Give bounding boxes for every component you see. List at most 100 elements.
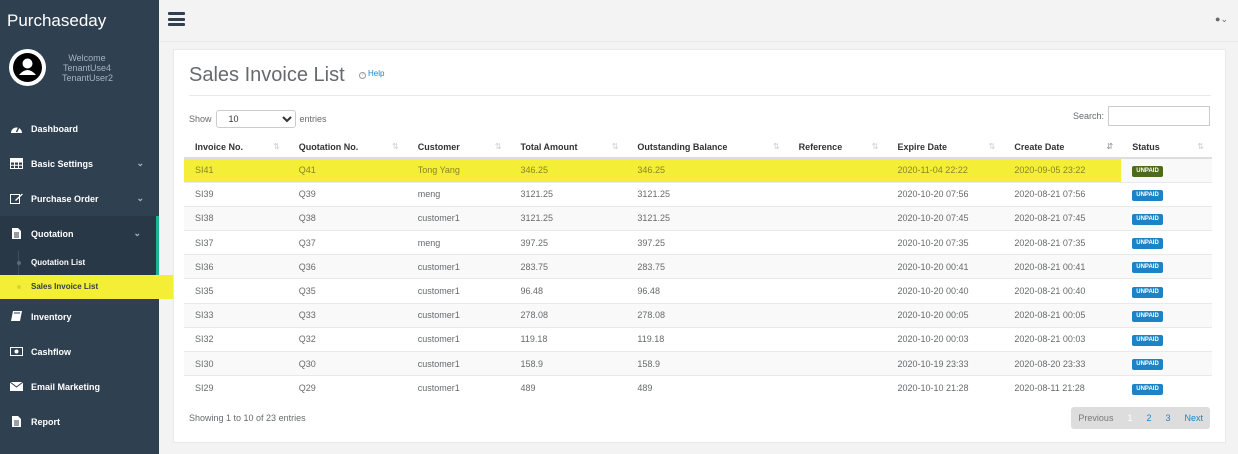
- table-row[interactable]: SI30 Q30 customer1 158.9 158.9 2020-10-19 23:…: [184, 350, 1212, 376]
- column-header[interactable]: Create Date ⇵: [1003, 136, 1122, 159]
- edit-icon: [10, 193, 23, 204]
- page-button-2[interactable]: 2: [1146, 413, 1152, 423]
- sidebar-subitem-sales-invoice-list[interactable]: Sales Invoice List: [0, 275, 173, 299]
- status-badge: UNPAID: [1132, 189, 1163, 201]
- table-row[interactable]: SI41 Q41 Tong Yang 346.25 346.25 2020-11-04 2…: [184, 157, 1212, 183]
- sidebar-subitem-label: Quotation List: [31, 258, 86, 267]
- table-cell: Q33: [287, 302, 407, 328]
- show-label: Show: [189, 114, 212, 124]
- column-header-label: Status: [1132, 141, 1160, 152]
- sidebar-item-quotation[interactable]: Quotation ⌄: [0, 216, 159, 251]
- sidebar-nav-lower: Inventory Cashflow Email Marketing Repor…: [0, 299, 159, 439]
- sidebar-item-inventory[interactable]: Inventory: [0, 299, 159, 334]
- search-input[interactable]: [1108, 106, 1210, 126]
- chevron-down-icon: ⌄: [133, 228, 141, 238]
- table-cell: Q39: [287, 181, 407, 207]
- table-cell: [787, 157, 887, 183]
- user-menu-dropdown[interactable]: ●⌄: [1215, 14, 1228, 25]
- table-cell: 2020-08-11 21:28: [1003, 375, 1122, 400]
- sidebar-item-label: Basic Settings: [31, 158, 94, 169]
- sidebar-item-dashboard[interactable]: Dashboard: [0, 111, 159, 146]
- page-button-1[interactable]: 1: [1127, 413, 1133, 423]
- table-cell: [787, 230, 887, 255]
- table-cell: Q37: [287, 230, 407, 255]
- table-cell: 346.25: [626, 157, 788, 183]
- next-page-button[interactable]: Next: [1184, 413, 1203, 423]
- table-cell: UNPAID: [1121, 326, 1212, 352]
- chevron-down-icon: ⌄: [136, 158, 144, 168]
- sidebar-item-label: Purchase Order: [31, 193, 99, 204]
- table-row[interactable]: SI35 Q35 customer1 96.48 96.48 2020-10-20 00:…: [184, 278, 1212, 304]
- content-panel: Sales Invoice List ? Help Show 10 entries…: [173, 49, 1226, 443]
- table-cell: [787, 326, 887, 352]
- column-header[interactable]: Quotation No. ⇅: [287, 136, 407, 159]
- sidebar-item-report[interactable]: Report: [0, 404, 159, 439]
- sidebar-item-label: Inventory: [31, 311, 72, 322]
- username-line1: TenantUse4: [62, 63, 112, 73]
- top-bar: ●⌄: [159, 0, 1238, 42]
- table-cell: 2020-10-19 23:33: [886, 350, 1004, 376]
- table-cell: [787, 278, 887, 304]
- previous-page-button[interactable]: Previous: [1078, 413, 1114, 423]
- column-header[interactable]: Outstanding Balance ⇅: [626, 136, 788, 159]
- page-button-3[interactable]: 3: [1165, 413, 1171, 423]
- table-row[interactable]: SI36 Q36 customer1 283.75 283.75 2020-10-20 0…: [184, 254, 1212, 279]
- table-row[interactable]: SI29 Q29 customer1 489 489 2020-10-10 21:28 20…: [184, 375, 1212, 400]
- brand-logo[interactable]: Purchaseday: [0, 0, 159, 42]
- status-badge: UNPAID: [1132, 359, 1163, 371]
- quotation-submenu: Quotation List Sales Invoice List: [0, 251, 173, 299]
- column-header[interactable]: Customer ⇅: [406, 136, 510, 159]
- column-header[interactable]: Reference ⇅: [787, 136, 887, 159]
- table-row[interactable]: SI39 Q39 meng 3121.25 3121.25 2020-10-20 07:5…: [184, 181, 1212, 207]
- table-row[interactable]: SI37 Q37 meng 397.25 397.25 2020-10-20 07:35 2…: [184, 230, 1212, 255]
- sidebar-item-purchase-order[interactable]: Purchase Order ⌄: [0, 181, 159, 216]
- sort-icon: ⇵: [1106, 142, 1114, 151]
- table-cell: 2020-08-21 07:45: [1003, 205, 1122, 231]
- table-cell: 346.25: [509, 157, 627, 183]
- table-cell: 3121.25: [509, 181, 627, 207]
- welcome-text: Welcome TenantUse4 TenantUser2: [62, 53, 113, 83]
- sidebar-subitem-quotation-list[interactable]: Quotation List: [0, 251, 156, 275]
- sort-icon: ⇅: [772, 142, 780, 151]
- table-cell: SI35: [184, 278, 288, 304]
- help-link[interactable]: ? Help: [359, 69, 384, 79]
- table-row[interactable]: SI32 Q32 customer1 119.18 119.18 2020-10-20 0…: [184, 326, 1212, 352]
- table-row[interactable]: SI33 Q33 customer1 278.08 278.08 2020-10-20 0…: [184, 302, 1212, 328]
- entries-select[interactable]: 10: [215, 110, 296, 128]
- table-cell: UNPAID: [1121, 230, 1212, 255]
- table-row[interactable]: SI38 Q38 customer1 3121.25 3121.25 2020-10-20…: [184, 205, 1212, 231]
- sidebar-item-basic-settings[interactable]: Basic Settings ⌄: [0, 146, 159, 181]
- column-header[interactable]: Expire Date ⇅: [886, 136, 1004, 159]
- table-cell: Q41: [287, 157, 407, 183]
- menu-toggle-icon[interactable]: [168, 12, 185, 26]
- column-header[interactable]: Invoice No. ⇅: [184, 136, 288, 159]
- table-cell: 283.75: [509, 254, 627, 279]
- table-cell: 283.75: [626, 254, 788, 279]
- status-badge: UNPAID: [1132, 334, 1163, 346]
- sidebar-item-label: Dashboard: [31, 123, 79, 134]
- table-icon: [10, 158, 23, 169]
- envelope-icon: [10, 381, 23, 391]
- table-cell: customer1: [406, 278, 510, 304]
- column-header[interactable]: Status ⇅: [1121, 136, 1212, 159]
- table-cell: SI32: [184, 326, 288, 352]
- dashboard-icon: [11, 126, 22, 133]
- pagination: Previous 1 2 3 Next: [1071, 407, 1210, 429]
- table-cell: SI41: [184, 157, 288, 183]
- sidebar-item-cashflow[interactable]: Cashflow: [0, 334, 159, 369]
- table-cell: UNPAID: [1121, 205, 1212, 231]
- column-header-label: Customer: [417, 141, 460, 152]
- table-cell: 2020-08-21 00:41: [1003, 254, 1122, 279]
- status-badge: UNPAID: [1132, 383, 1163, 395]
- sidebar-item-email-marketing[interactable]: Email Marketing: [0, 369, 159, 404]
- column-header-label: Reference: [798, 141, 843, 152]
- table-cell: SI29: [184, 375, 288, 400]
- sort-icon: ⇅: [611, 142, 619, 151]
- table-cell: SI30: [184, 350, 288, 376]
- avatar[interactable]: [9, 49, 46, 86]
- table-cell: UNPAID: [1121, 254, 1212, 279]
- table-cell: 3121.25: [509, 205, 627, 231]
- column-header-label: Outstanding Balance: [637, 141, 728, 152]
- column-header[interactable]: Total Amount ⇅: [509, 136, 627, 159]
- table-cell: 489: [626, 375, 788, 400]
